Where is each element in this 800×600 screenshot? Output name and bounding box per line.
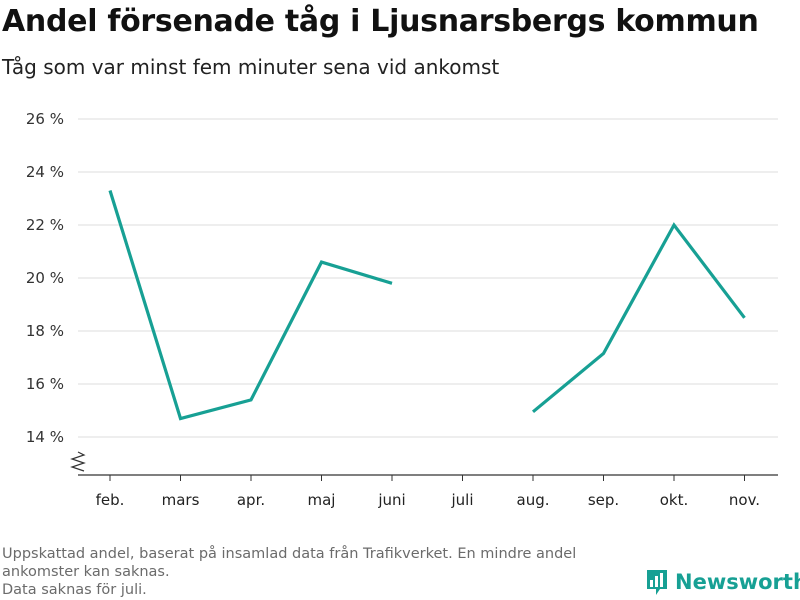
x-tick-label: okt. (660, 491, 689, 509)
brand-logo: Newsworthy (645, 568, 800, 596)
x-tick-label: nov. (729, 491, 760, 509)
y-tick-label: 16 % (26, 375, 64, 393)
x-tick-label: maj (308, 491, 336, 509)
x-tick-label: sep. (588, 491, 619, 509)
x-tick-label: apr. (237, 491, 265, 509)
newsworthy-logo-icon (647, 570, 667, 595)
y-tick-label: 14 % (26, 428, 64, 446)
chart-title: Andel försenade tåg i Ljusnarsbergs komm… (2, 4, 759, 39)
x-tick-label: aug. (517, 491, 550, 509)
footnote-line-1: Uppskattad andel, baserat på insamlad da… (2, 546, 577, 562)
series-line-segment (108, 190, 393, 421)
chart-subtitle: Tåg som var minst fem minuter sena vid a… (2, 55, 500, 79)
axis-break-icon (70, 451, 86, 472)
y-tick-label: 26 % (26, 110, 64, 128)
footnote-line-3: Data saknas för juli. (2, 582, 147, 598)
x-tick-label: juli (450, 491, 473, 509)
x-tick-label: feb. (96, 491, 125, 509)
x-axis: feb. mars apr. maj juni juli aug. sep. okt. nov. (70, 451, 778, 509)
brand-name: Newsworthy (675, 570, 800, 594)
y-tick-label: 18 % (26, 322, 64, 340)
footnote: Uppskattad andel, baserat på insamlad da… (2, 545, 576, 599)
y-tick-label: 20 % (26, 269, 64, 287)
footnote-line-2: ankomster kan saknas. (2, 564, 170, 580)
y-tick-label: 22 % (26, 216, 64, 234)
x-tick-label: mars (162, 491, 200, 509)
series-line-segment (531, 222, 746, 414)
y-tick-label: 24 % (26, 163, 64, 181)
x-tick-label: juni (377, 491, 405, 509)
y-axis-tick-labels: 14 % 16 % 18 % 20 % 22 % 24 % 26 % (26, 110, 64, 446)
gridlines (78, 118, 778, 438)
series-lines (108, 190, 746, 421)
